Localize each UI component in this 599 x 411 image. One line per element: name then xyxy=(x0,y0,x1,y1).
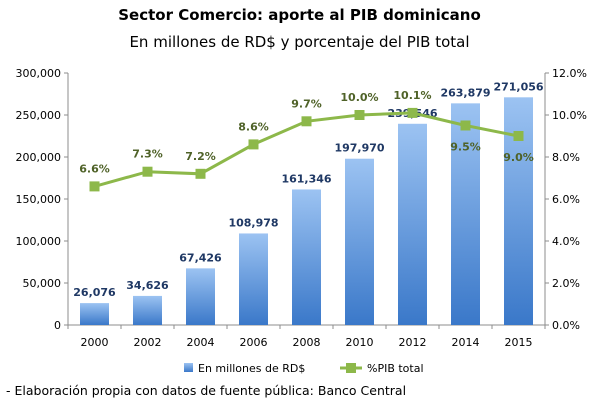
bar-data-label: 197,970 xyxy=(334,142,384,155)
pct-data-label: 10.1% xyxy=(393,89,431,102)
left-axis-tick-label: 100,000 xyxy=(16,235,62,248)
chart-subtitle: En millones de RD$ y porcentaje del PIB … xyxy=(129,33,470,51)
right-axis-tick-label: 2.0% xyxy=(552,277,580,290)
source-note: - Elaboración propia con datos de fuente… xyxy=(6,383,407,398)
pct-data-label: 9.7% xyxy=(291,97,322,110)
bar-data-label: 34,626 xyxy=(126,279,169,292)
bar-data-label: 67,426 xyxy=(179,251,222,264)
right-axis-tick-label: 4.0% xyxy=(552,235,580,248)
right-axis-tick-label: 6.0% xyxy=(552,193,580,206)
pct-data-label: 10.0% xyxy=(340,91,378,104)
x-axis-tick-label: 2000 xyxy=(81,336,109,349)
bar xyxy=(451,103,480,325)
legend-line-label: %PIB total xyxy=(367,362,424,375)
left-axis-tick-label: 300,000 xyxy=(16,67,62,80)
pib-marker xyxy=(354,110,365,120)
right-axis-tick-label: 8.0% xyxy=(552,151,580,164)
x-axis-tick-label: 2002 xyxy=(134,336,162,349)
pct-data-label: 8.6% xyxy=(238,120,269,133)
pct-data-label: 7.2% xyxy=(185,150,216,163)
bar xyxy=(398,123,427,325)
bar xyxy=(239,233,268,325)
legend-bar-label: En millones de RD$ xyxy=(198,362,305,375)
left-axis-tick-label: 250,000 xyxy=(16,109,62,122)
legend-line-marker xyxy=(346,363,356,373)
pib-marker xyxy=(513,131,524,141)
pct-data-label: 9.5% xyxy=(450,141,481,154)
bar-data-label: 108,978 xyxy=(228,216,278,229)
bar-data-label: 161,346 xyxy=(281,172,331,185)
right-axis-tick-label: 0.0% xyxy=(552,319,580,332)
chart-svg: 0 50,000 100,000 150,000 200,000 250,000 300,0… xyxy=(16,67,587,375)
pct-data-label: 6.6% xyxy=(79,162,110,175)
left-axis-tick-label: 200,000 xyxy=(16,151,62,164)
bar xyxy=(186,268,215,325)
bar-data-label: 26,076 xyxy=(73,286,116,299)
chart-title: Sector Comercio: aporte al PIB dominican… xyxy=(118,6,481,24)
pib-marker xyxy=(142,166,153,177)
left-axis-tick-label: 50,000 xyxy=(23,277,62,290)
bar xyxy=(80,303,109,325)
x-axis-tick-label: 2014 xyxy=(452,336,480,349)
pct-data-label: 9.0% xyxy=(503,151,534,164)
x-axis-tick-label: 2015 xyxy=(505,336,533,349)
pib-marker xyxy=(195,168,206,179)
left-axis-tick-label: 0 xyxy=(54,319,61,332)
x-axis-tick-label: 2012 xyxy=(399,336,427,349)
pct-data-label: 7.3% xyxy=(132,148,163,161)
x-axis-tick-label: 2004 xyxy=(187,336,215,349)
bar xyxy=(345,158,374,325)
left-axis-tick-label: 150,000 xyxy=(16,193,62,206)
x-axis-tick-label: 2010 xyxy=(346,336,374,349)
pib-marker xyxy=(407,107,418,118)
right-axis-tick-label: 12.0% xyxy=(552,67,587,80)
bar-data-label: 263,879 xyxy=(440,86,490,99)
pib-marker xyxy=(460,120,471,131)
pib-marker xyxy=(301,116,312,127)
pib-marker xyxy=(89,181,100,192)
pib-marker xyxy=(248,139,259,150)
right-axis-tick-label: 10.0% xyxy=(552,109,587,122)
x-axis-tick-label: 2008 xyxy=(293,336,321,349)
bar-data-label: 271,056 xyxy=(493,80,543,93)
bar xyxy=(133,295,162,325)
bar xyxy=(292,189,321,325)
legend-bar-swatch xyxy=(184,363,193,372)
x-axis-tick-label: 2006 xyxy=(240,336,268,349)
